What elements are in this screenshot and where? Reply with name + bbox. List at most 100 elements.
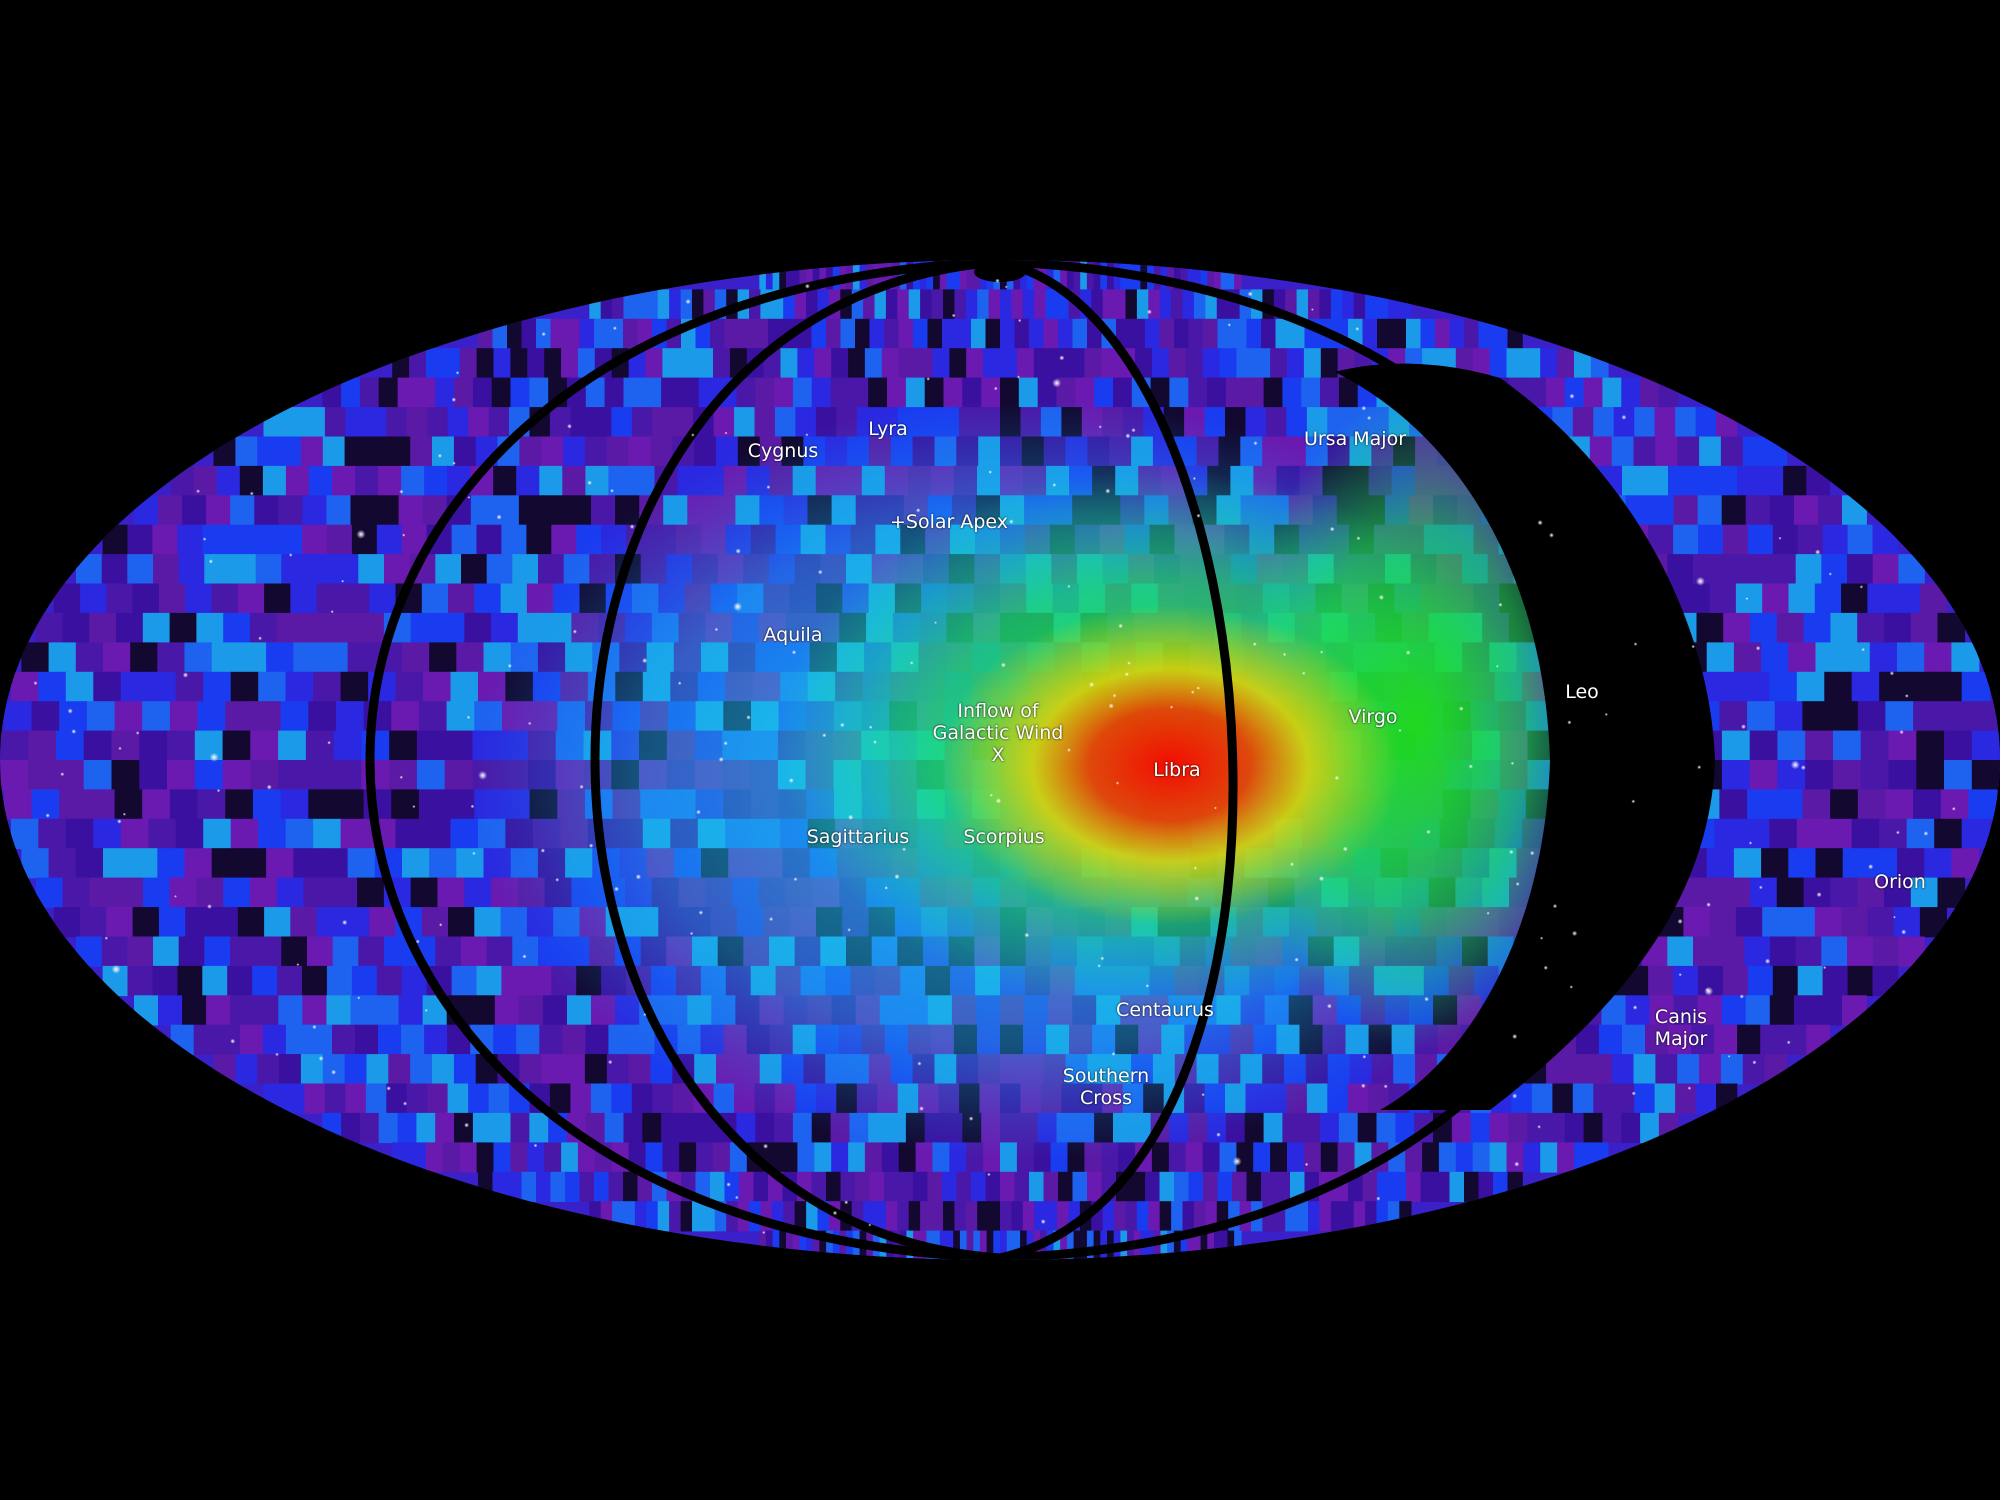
star: [196, 489, 201, 494]
star: [439, 923, 443, 927]
mosaic-pixel: [1182, 1201, 1195, 1232]
mosaic-pixel: [152, 524, 179, 555]
mosaic-pixel: [550, 318, 566, 349]
mosaic-pixel: [279, 436, 302, 467]
mosaic-pixel: [1053, 1230, 1061, 1260]
mosaic-pixel: [1464, 318, 1480, 349]
star: [1000, 662, 1006, 668]
mosaic-pixel: [1673, 995, 1699, 1026]
mosaic-pixel: [606, 436, 630, 467]
mosaic-pixel: [1362, 318, 1378, 349]
mosaic-pixel: [1774, 789, 1804, 820]
mosaic-pixel: [734, 407, 756, 438]
star: [1100, 956, 1105, 961]
mosaic-pixel: [1593, 1083, 1615, 1114]
mosaic-pixel: [347, 848, 376, 879]
star: [466, 715, 471, 720]
mosaic-pixel: [736, 1112, 756, 1144]
star: [1059, 355, 1065, 361]
star: [1125, 433, 1131, 439]
mosaic-pixel: [1842, 495, 1867, 526]
mosaic-pixel: [1185, 1142, 1204, 1173]
mosaic-pixel: [1020, 1230, 1028, 1260]
mosaic-pixel: [459, 348, 478, 379]
mosaic-pixel: [1872, 965, 1899, 997]
mosaic-pixel: [1741, 818, 1771, 849]
mosaic-pixel: [898, 1171, 914, 1202]
mosaic-pixel: [1706, 848, 1735, 879]
star: [685, 298, 691, 305]
mosaic-pixel: [281, 554, 308, 585]
mosaic-pixel: [1188, 1171, 1204, 1202]
mosaic-pixel: [278, 730, 307, 761]
mosaic-pixel: [661, 377, 681, 408]
mosaic-pixel: [446, 789, 476, 820]
mosaic-pixel: [491, 1112, 512, 1144]
mosaic-pixel: [239, 465, 264, 497]
mosaic-pixel: [521, 1171, 537, 1202]
star: [1342, 846, 1348, 852]
mosaic-pixel: [551, 524, 577, 555]
mosaic-pixel: [1916, 760, 1945, 791]
mosaic-pixel: [897, 289, 910, 320]
mosaic-pixel: [1376, 289, 1389, 320]
mosaic-pixel: [456, 642, 485, 673]
mosaic-pixel: [1043, 318, 1059, 349]
mosaic-pixel: [1527, 377, 1547, 408]
star: [415, 939, 420, 944]
mosaic-pixel: [169, 789, 199, 820]
mosaic-pixel: [1564, 377, 1585, 408]
star: [1004, 285, 1008, 289]
star: [1145, 984, 1150, 988]
mosaic-pixel: [1590, 348, 1609, 379]
star: [995, 278, 1000, 284]
mosaic-pixel: [75, 848, 104, 879]
star: [847, 928, 851, 932]
mosaic-pixel: [642, 1112, 662, 1144]
mosaic-pixel: [1337, 1142, 1356, 1173]
star: [1367, 415, 1372, 421]
star: [1362, 1054, 1367, 1059]
mosaic-pixel: [1214, 260, 1222, 291]
mosaic-pixel: [62, 877, 91, 908]
mosaic-pixel: [398, 995, 424, 1026]
star: [1302, 671, 1306, 675]
mosaic-pixel: [435, 377, 455, 408]
mosaic-pixel: [254, 495, 280, 526]
mosaic-pixel: [266, 848, 295, 879]
star: [342, 919, 348, 926]
mosaic-pixel: [887, 377, 907, 408]
mosaic-pixel: [1227, 260, 1235, 291]
mosaic-pixel: [223, 612, 251, 644]
mosaic-pixel: [302, 524, 328, 555]
mosaic-pixel: [1750, 877, 1778, 908]
mosaic-pixel: [1489, 1112, 1510, 1144]
mosaic-pixel: [153, 936, 180, 967]
mosaic-pixel: [1282, 377, 1302, 408]
mosaic-pixel: [1391, 1171, 1407, 1202]
mosaic-pixel: [884, 318, 900, 349]
star: [122, 812, 126, 816]
mosaic-pixel: [93, 818, 122, 849]
mosaic-pixel: [427, 1083, 449, 1114]
mosaic-pixel: [516, 1024, 540, 1055]
star: [71, 729, 77, 734]
mosaic-pixel: [1747, 701, 1776, 732]
mosaic-pixel: [1399, 289, 1412, 320]
mosaic-pixel: [28, 760, 57, 791]
mosaic-pixel: [444, 760, 474, 791]
star: [1739, 994, 1745, 999]
mosaic-pixel: [476, 348, 495, 379]
mosaic-pixel: [444, 730, 474, 761]
mosaic-pixel: [754, 407, 776, 438]
mosaic-pixel: [193, 465, 218, 497]
mosaic-pixel: [1234, 1230, 1242, 1260]
mosaic-pixel: [1879, 671, 1908, 702]
mosaic-pixel: [501, 524, 528, 555]
mosaic-pixel: [230, 671, 259, 702]
mosaic-pixel: [38, 671, 67, 702]
mosaic-pixel: [920, 1201, 933, 1232]
mosaic-pixel: [775, 407, 797, 438]
mosaic-pixel: [59, 701, 88, 732]
mosaic-pixel: [611, 407, 633, 438]
